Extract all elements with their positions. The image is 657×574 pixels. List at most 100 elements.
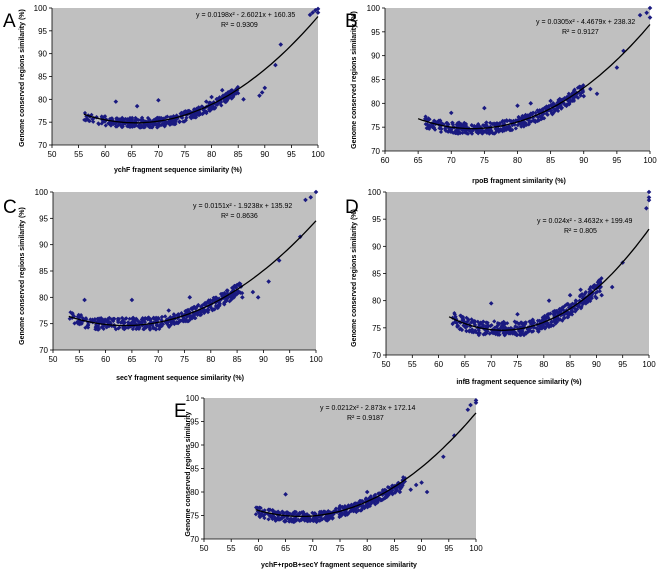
panel-a-equation: y = 0.0198x² - 2.6021x + 160.35 xyxy=(196,12,295,19)
panel-b-data-point xyxy=(533,110,538,115)
panel-c-data-point xyxy=(133,321,138,326)
panel-a-data-point xyxy=(150,125,155,130)
panel-c-data-point xyxy=(121,321,126,326)
panel-d-data-point xyxy=(549,319,554,325)
panel-d-data-point xyxy=(552,311,557,316)
panel-c-data-point xyxy=(196,308,201,314)
panel-c-data-point xyxy=(234,288,239,293)
panel-b-ylabel: Genome conserved regions similarity (%) xyxy=(351,11,358,149)
panel-d-data-point xyxy=(588,298,593,304)
panel-d-data-point xyxy=(578,287,583,293)
panel-a-data-point xyxy=(202,106,207,111)
panel-e-x-tick-label: 85 xyxy=(390,544,399,553)
panel-d-x-tick-label: 95 xyxy=(618,360,627,369)
panel-a-data-point xyxy=(159,116,164,121)
panel-d-data-point xyxy=(546,298,552,303)
panel-e-data-point xyxy=(270,516,275,522)
panel-d-data-point xyxy=(485,323,490,328)
panel-a-data-point xyxy=(313,7,318,13)
panel-c-data-point xyxy=(163,320,168,325)
panel-d-data-point xyxy=(551,323,556,328)
panel-e: E y = 0.0212x² - 2.873x + 172.14 R² = 0.… xyxy=(174,401,417,569)
panel-c-x-tick-label: 85 xyxy=(233,355,242,364)
panel-d-x-tick-label: 80 xyxy=(539,360,548,369)
panel-c-data-point xyxy=(166,323,171,328)
panel-c-data-point xyxy=(200,308,205,313)
panel-e-data-point xyxy=(299,517,304,523)
panel-d-x-tick-label: 100 xyxy=(642,360,656,369)
panel-e-data-point xyxy=(317,509,322,515)
panel-c-data-point xyxy=(237,281,242,286)
panel-b-data-point xyxy=(647,15,653,20)
panel-c-data-point xyxy=(157,322,163,327)
panel-c-data-point xyxy=(172,313,177,318)
panel-e-data-point xyxy=(401,477,406,482)
panel-b-data-point xyxy=(580,89,585,95)
panel-e-plot: 50 55 60 65 70 75 80 85 90 95 100 70 75 80 85 90 95 100 xyxy=(186,394,484,553)
panel-d-data-point xyxy=(588,288,593,293)
panel-d-data-point xyxy=(450,315,455,320)
panel-d-data-point xyxy=(465,318,471,324)
panel-e-data-point xyxy=(314,519,320,524)
panel-b-data-point xyxy=(488,124,493,129)
panel-d-data-point xyxy=(461,317,466,322)
panel-a-data-point xyxy=(257,93,262,98)
panel-b-data-point xyxy=(438,123,443,129)
panel-c-data-point xyxy=(134,326,139,332)
panel-c-data-point xyxy=(141,319,147,324)
panel-a-x-tick-label: 85 xyxy=(234,150,243,159)
panel-c-data-point xyxy=(196,302,201,308)
panel-b-data-point xyxy=(499,127,504,132)
panel-b-data-point xyxy=(554,107,559,112)
panel-a-data-point xyxy=(226,90,231,95)
panel-d-data-point xyxy=(560,305,565,311)
panel-c-x-tick-label: 100 xyxy=(309,355,323,364)
panel-d-x-tick-label: 60 xyxy=(434,360,443,369)
panel-c-data-point xyxy=(200,303,205,308)
panel-d-ylabel: Genome conserved regions similarity (%) xyxy=(351,209,358,347)
panel-c-x-tick-label: 70 xyxy=(154,355,163,364)
panel-a-data-point xyxy=(120,116,125,121)
panel-b-trendline xyxy=(417,24,651,130)
panel-a-x-tick-label: 50 xyxy=(48,150,57,159)
panel-b-data-point xyxy=(456,131,461,136)
panel-d-data-point xyxy=(566,311,571,316)
panel-b-plot: 60 65 70 75 80 85 90 95 100 70 75 80 85 90 95 100 xyxy=(367,4,657,165)
panel-e-data-point xyxy=(344,510,349,515)
panel-e-x-tick-label: 90 xyxy=(417,544,426,553)
panel-a-y-tick-label: 70 xyxy=(38,141,47,150)
panel-a-data-point xyxy=(315,6,321,12)
panel-e-data-point xyxy=(368,495,373,500)
panel-d-data-point xyxy=(553,313,558,318)
panel-c-data-point xyxy=(125,325,131,330)
panel-a-data-point xyxy=(125,118,131,123)
panel-d-data-point xyxy=(562,315,567,320)
panel-c-data-point xyxy=(189,306,194,311)
panel-a-x-tick-label: 65 xyxy=(127,150,136,159)
panel-e-data-point xyxy=(337,503,343,509)
panel-e-data-point xyxy=(365,505,370,510)
panel-e-y-tick-label: 100 xyxy=(186,394,200,403)
panel-a-data-point xyxy=(214,97,220,102)
panel-a-data-point xyxy=(103,123,108,128)
panel-b-y-tick-label: 100 xyxy=(367,4,381,13)
panel-e-data-point xyxy=(387,485,392,490)
panel-b-data-point xyxy=(431,125,437,130)
panel-e-y-tick-label: 85 xyxy=(190,465,199,474)
panel-d-data-point xyxy=(488,301,494,306)
panel-c-data-point xyxy=(101,317,106,323)
panel-a-y-tick-label: 85 xyxy=(38,73,47,82)
panel-d-data-point xyxy=(455,323,460,328)
panel-c-data-point xyxy=(176,312,181,317)
panel-a-r2: R² = 0.9309 xyxy=(221,22,258,29)
panel-b-y-tick-label: 85 xyxy=(371,76,380,85)
panel-c-data-point xyxy=(174,313,180,318)
panel-c-equation: y = 0.0151x² - 1.9238x + 135.92 xyxy=(193,203,292,210)
panel-b-data-point xyxy=(517,121,522,126)
panel-d-data-point xyxy=(592,286,597,292)
panel-d-data-point xyxy=(556,311,561,316)
panel-c-data-point xyxy=(137,319,142,325)
panel-d-y-tick-label: 100 xyxy=(368,188,382,197)
panel-e-data-point xyxy=(473,400,479,405)
panel-c-data-point xyxy=(240,295,245,300)
